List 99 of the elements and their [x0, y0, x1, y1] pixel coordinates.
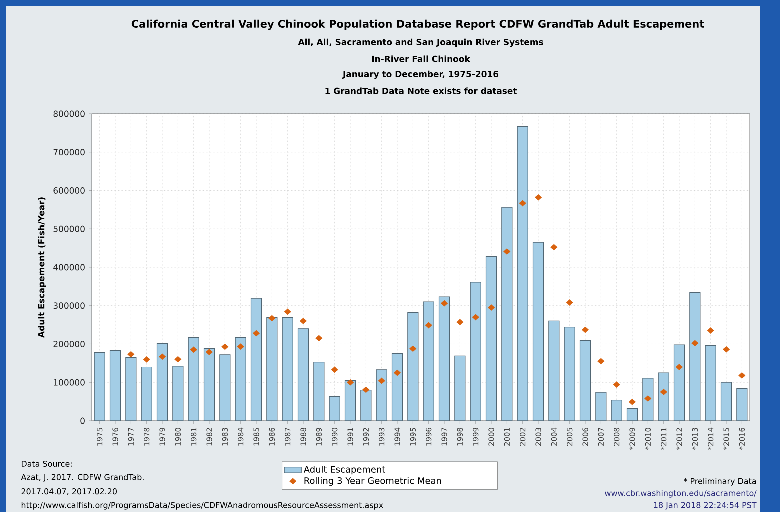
point — [394, 370, 402, 376]
point — [206, 349, 214, 356]
y-tick-label: 300000 — [54, 302, 85, 310]
point — [566, 300, 574, 306]
point — [644, 396, 652, 402]
bar — [658, 372, 670, 421]
y-tick-label: 500000 — [54, 226, 85, 232]
point — [707, 328, 714, 334]
bar — [392, 354, 404, 421]
point — [456, 319, 464, 326]
bar — [470, 282, 482, 421]
point — [488, 304, 496, 311]
point — [316, 335, 323, 342]
bar — [690, 292, 701, 421]
text: In-River Fall Chinook — [372, 56, 471, 62]
point — [534, 194, 542, 201]
bar — [282, 317, 294, 421]
bar — [126, 357, 137, 421]
bar — [596, 392, 607, 421]
point — [628, 398, 636, 406]
bar — [611, 400, 622, 421]
point — [598, 358, 605, 365]
point — [190, 346, 198, 354]
bar — [674, 344, 686, 421]
point — [143, 356, 150, 363]
bar — [626, 408, 638, 421]
bar — [141, 366, 152, 421]
bar — [438, 296, 450, 421]
y-tick-label: 100000 — [54, 379, 85, 386]
point — [158, 354, 166, 360]
bar — [736, 388, 748, 421]
y-tick-label: 400000 — [54, 264, 85, 271]
point — [676, 364, 684, 370]
bar — [580, 340, 592, 421]
bar — [642, 378, 654, 421]
bar — [548, 320, 560, 421]
y-tick-label: 200000 — [54, 341, 85, 348]
bar — [517, 126, 528, 421]
bar — [110, 350, 122, 421]
point — [613, 382, 620, 388]
y-axis-title: Adult Escapement (Fish/Year) — [38, 198, 46, 338]
point — [378, 378, 386, 384]
point — [284, 308, 292, 316]
bar — [250, 298, 262, 421]
chart-subtitle: All, All, Sacramento and San Joaquin River Systems — [298, 38, 544, 48]
bar — [314, 362, 325, 421]
y-tick-label: 0 — [80, 418, 85, 424]
y-tick-label: 700000 — [54, 149, 85, 156]
bar — [502, 207, 513, 421]
point — [582, 326, 590, 334]
bar — [220, 354, 231, 421]
bar — [266, 317, 278, 421]
bar — [360, 390, 372, 421]
bar — [235, 337, 246, 421]
point — [362, 386, 370, 394]
point — [410, 346, 417, 352]
bar — [94, 352, 106, 421]
point — [174, 356, 182, 363]
point — [237, 344, 244, 350]
point — [660, 389, 668, 396]
point — [425, 322, 432, 329]
text: 1 GrandTab Data Note exists for dataset — [326, 88, 518, 94]
bar — [532, 242, 544, 421]
y-tick-label: 800000 — [54, 110, 85, 118]
point — [268, 315, 276, 322]
point — [222, 344, 229, 350]
legend-label: Adult Escapement — [304, 466, 386, 475]
point — [300, 318, 308, 324]
point — [519, 200, 526, 207]
bar — [408, 312, 419, 421]
text: January to December, 1975-2016 — [342, 70, 499, 80]
bar — [564, 327, 576, 421]
bar — [298, 328, 310, 421]
point — [252, 330, 260, 337]
bar — [423, 302, 434, 421]
bar — [454, 356, 466, 421]
point — [692, 340, 699, 347]
bar — [204, 348, 216, 421]
bar — [705, 345, 716, 421]
point — [722, 346, 730, 353]
bar — [172, 366, 184, 421]
bar — [156, 344, 168, 421]
bar — [486, 256, 498, 421]
point — [128, 351, 135, 358]
point — [472, 314, 480, 321]
bar — [329, 396, 340, 421]
point — [346, 379, 354, 386]
point — [550, 244, 558, 251]
bar — [344, 380, 356, 421]
point — [440, 300, 448, 307]
point — [738, 372, 746, 379]
bar — [188, 337, 200, 421]
chart-title: California Central Valley Chinook Population Database Report CDFW GrandTab Adult Escapement — [132, 20, 704, 30]
bar — [720, 382, 732, 421]
bar — [376, 370, 388, 421]
legend-label: Rolling 3 Year Geometric Mean — [304, 477, 442, 486]
point — [331, 366, 338, 374]
y-tick-label: 600000 — [54, 188, 85, 194]
point — [504, 248, 511, 255]
